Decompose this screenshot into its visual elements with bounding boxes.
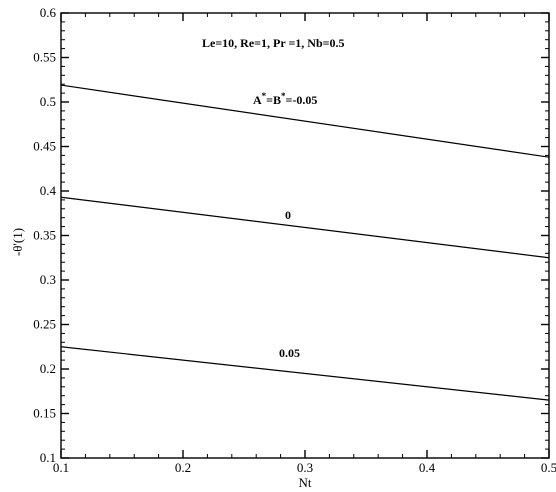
series-line-1 [60,84,550,158]
series-label-zero: 0 [285,208,291,222]
series-lines [60,84,550,401]
y-tick-label: 0.45 [33,139,56,154]
y-axis-title: -θ'(1) [10,228,25,256]
series-label-pos: 0.05 [279,346,300,360]
plot-border [60,12,550,459]
series-line-2 [60,196,550,259]
x-tick-label: 0.5 [541,460,556,475]
x-tick-label: 0.2 [175,460,191,475]
series-line-3 [60,346,550,401]
y-tick-label: 0.2 [40,361,56,376]
x-tick-label: 0.4 [419,460,436,475]
y-tick-label: 0.35 [33,228,56,243]
y-tick-label: 0.6 [40,5,57,20]
y-tick-label: 0.55 [33,50,56,65]
y-tick-label: 0.5 [40,94,56,109]
series-label-neg: A*=B*=-0.05 [253,91,317,107]
y-tick-label: 0.1 [40,450,56,465]
y-axis-ticks: 0.1 0.15 0.2 0.25 0.3 0.35 0.4 0.45 0.5 0.55 0.6 [33,5,549,465]
x-tick-label: 0.3 [297,460,313,475]
params-annotation: Le=10, Re=1, Pr =1, Nb=0.5 [202,36,344,50]
x-tick-label: 0.1 [53,460,69,475]
y-tick-label: 0.4 [40,183,57,198]
y-tick-label: 0.15 [33,406,56,421]
y-tick-label: 0.3 [40,272,56,287]
y-tick-label: 0.25 [33,317,56,332]
x-axis-title: Nt [299,475,312,490]
plot-frame [60,12,550,459]
x-axis-ticks: 0.1 0.2 0.3 0.4 0.5 [53,13,556,475]
